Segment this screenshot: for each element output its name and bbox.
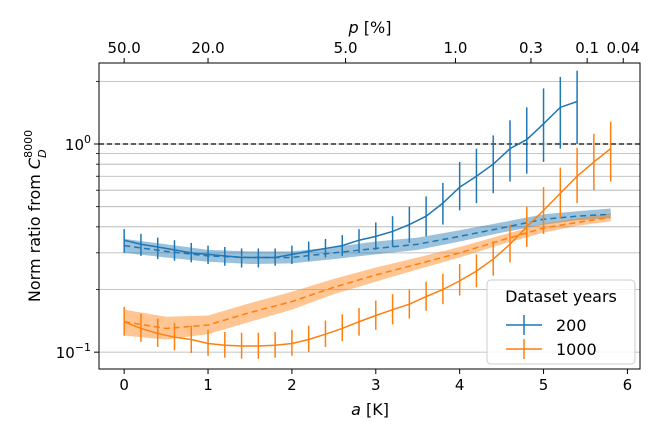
top-tick-label: 1.0: [444, 39, 468, 57]
top-tick-label: 0.1: [575, 39, 599, 57]
x-axis-label-italic: a: [351, 400, 361, 419]
legend-entry-1000: 1000: [506, 339, 597, 359]
x-tick-label: 5: [539, 376, 549, 394]
series-line-200: [123, 100, 578, 259]
y-axis-label-sub: D: [36, 149, 49, 157]
top-tick-label: 0.04: [607, 39, 640, 57]
y-tick-label: 100: [65, 133, 91, 154]
series-lines: [123, 70, 612, 359]
y-tick-label-exp: −1: [75, 341, 91, 354]
band-1000: [124, 213, 611, 340]
legend-label-1000: 1000: [556, 340, 597, 359]
x-tick-label: 2: [287, 376, 297, 394]
legend-entry-200: 200: [506, 315, 587, 335]
y-tick-label-exp: 0: [84, 133, 91, 146]
legend-title: Dataset years: [505, 287, 617, 306]
top-axis-label: p [%]: [348, 18, 392, 37]
y-axis-label: Norm ratio from C8000D: [22, 130, 49, 302]
x-tick-label: 3: [371, 376, 381, 394]
x-tick-label: 4: [455, 376, 465, 394]
gridlines: [99, 80, 640, 353]
x-axis-label: a [K]: [351, 400, 389, 419]
top-tick-label: 5.0: [334, 39, 358, 57]
legend: Dataset years 200 1000: [486, 279, 636, 365]
x-tick-label: 1: [203, 376, 213, 394]
y-axis-label-sup: 8000: [22, 130, 35, 158]
plot-frame: [98, 62, 641, 370]
y-tick-label: 10−1: [56, 341, 91, 362]
band-200: [124, 208, 611, 265]
confidence-bands: [124, 208, 611, 340]
y-tick-label-base: 10: [56, 344, 75, 362]
x-axis-label-unit: [K]: [361, 400, 389, 419]
top-tick-label: 0.3: [519, 39, 543, 57]
series-line-1000: [123, 148, 612, 347]
y-tick-label-base: 10: [65, 136, 84, 154]
legend-label-200: 200: [556, 316, 587, 335]
x-tick-label: 6: [623, 376, 633, 394]
x-tick-label: 0: [119, 376, 129, 394]
y-axis-label-text: Norm ratio from: [25, 169, 44, 302]
top-tick-label: 50.0: [107, 39, 140, 57]
y-axis-label-symbol: C: [25, 157, 44, 169]
top-axis-label-italic: p: [348, 18, 359, 37]
top-axis-label-unit: [%]: [359, 18, 392, 37]
top-tick-label: 20.0: [191, 39, 224, 57]
